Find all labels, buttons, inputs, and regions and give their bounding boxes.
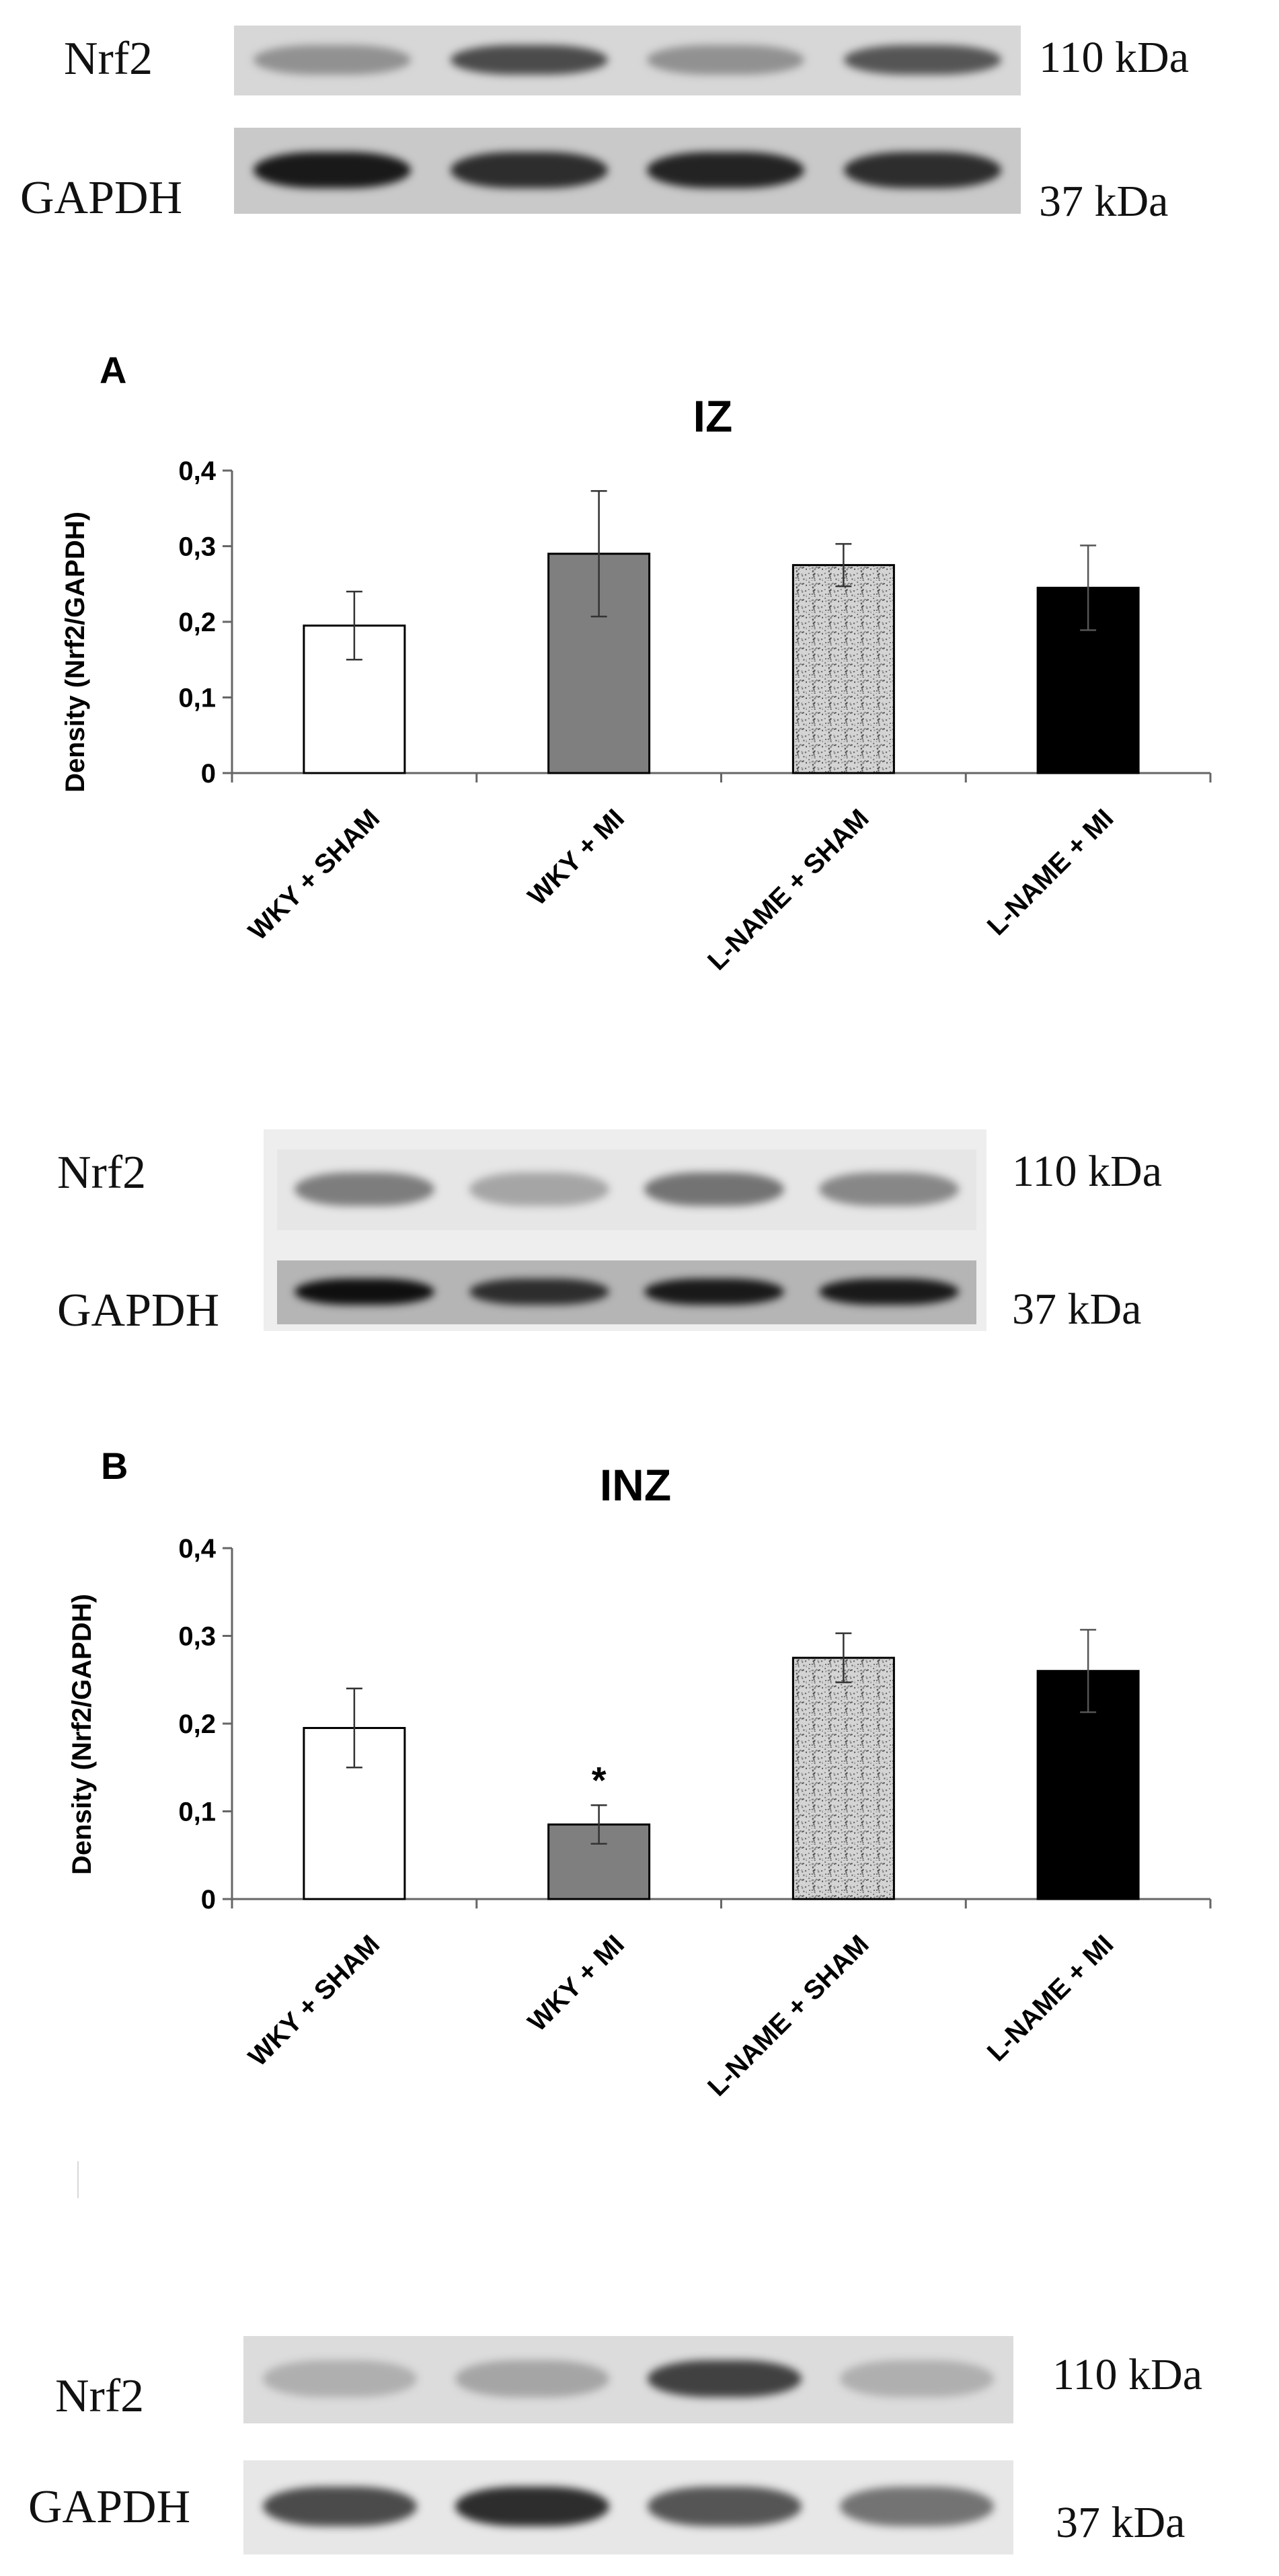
x-category-label: L-NAME + SHAM	[702, 803, 875, 976]
x-category-label: L-NAME + SHAM	[702, 1929, 875, 2102]
nrf2-band	[450, 45, 608, 75]
blot-1-nrf2-strip	[234, 26, 1021, 95]
gapdh-band	[254, 151, 412, 188]
gapdh-band	[295, 1278, 434, 1305]
nrf2-band	[469, 1172, 609, 1206]
y-tick-label: 0,2	[178, 1709, 216, 1739]
blot-2-label-nrf2: Nrf2	[57, 1147, 147, 1199]
gapdh-band	[840, 2487, 995, 2526]
y-tick-label: 0,3	[178, 532, 216, 562]
nrf2-band	[254, 45, 412, 75]
blot-1-gapdh-strip	[234, 128, 1021, 214]
chart-b-y-axis-label: Density (Nrf2/GAPDH)	[67, 1594, 97, 1875]
y-tick-label: 0	[201, 1885, 216, 1915]
nrf2-band	[843, 45, 1001, 75]
nrf2-band	[644, 1172, 784, 1206]
blot-3-nrf2-strip	[243, 2336, 1013, 2423]
nrf2-band	[455, 2360, 609, 2397]
y-tick-label: 0,2	[178, 608, 216, 637]
gapdh-band	[469, 1278, 609, 1305]
x-category-label: WKY + MI	[522, 803, 630, 911]
panel-label-a: A	[100, 349, 126, 391]
y-tick-label: 0,1	[178, 1798, 216, 1827]
blot-2-gapdh-strip	[277, 1260, 976, 1324]
nrf2-band	[647, 45, 805, 75]
chart-a-title: IZ	[693, 391, 733, 441]
blot-3-label-nrf2: Nrf2	[55, 2370, 145, 2422]
blot-2-nrf2-strip	[277, 1150, 976, 1230]
chart-a-plot-area: 0 0,1 0,2 0,3 0,4 WKY + SHAM WKY + MI L-NAME + …	[178, 456, 1212, 976]
blot-3-size-37: 37 kDa	[1056, 2498, 1186, 2547]
nrf2-band	[840, 2360, 995, 2397]
blot-1-size-110: 110 kDa	[1039, 33, 1190, 82]
gapdh-band	[262, 2487, 417, 2526]
y-tick-label: 0,1	[178, 684, 216, 713]
x-category-label: L-NAME + MI	[982, 803, 1120, 941]
blot-1-label-nrf2: Nrf2	[64, 33, 153, 85]
blot-1-label-gapdh: GAPDH	[20, 172, 183, 224]
gapdh-band	[450, 151, 608, 188]
y-tick-label: 0,4	[178, 1534, 216, 1564]
significance-marker: *	[592, 1759, 607, 1801]
blot-2-size-37: 37 kDa	[1012, 1285, 1142, 1334]
y-tick-label: 0,4	[178, 456, 216, 486]
y-tick-label: 0	[201, 759, 216, 789]
gapdh-band	[647, 151, 805, 188]
bar	[791, 564, 895, 774]
gapdh-band	[644, 1278, 784, 1305]
gapdh-band	[455, 2487, 609, 2526]
nrf2-band	[648, 2360, 802, 2397]
y-tick-label: 0,3	[178, 1622, 216, 1652]
blot-1-size-37: 37 kDa	[1039, 177, 1169, 226]
x-category-label: WKY + SHAM	[243, 803, 385, 946]
x-category-label: WKY + MI	[522, 1929, 630, 2037]
blot-3-label-gapdh: GAPDH	[28, 2481, 191, 2533]
bar	[791, 1656, 895, 1900]
faint-divider-mark	[77, 2161, 79, 2198]
nrf2-band	[819, 1172, 959, 1206]
chart-b-plot-area: 0 0,1 0,2 0,3 0,4 WKY + SHAM * WKY + MI L-NAME +…	[178, 1534, 1212, 2102]
panel-label-b: B	[101, 1445, 128, 1487]
blot-3-gapdh-strip	[243, 2460, 1013, 2554]
chart-a-iz: A IZ Density (Nrf2/GAPDH) 0 0,1 0,2 0,3 0,4 W…	[61, 349, 1212, 976]
chart-a-y-axis-label: Density (Nrf2/GAPDH)	[61, 512, 90, 793]
gapdh-band	[648, 2487, 802, 2526]
nrf2-band	[295, 1172, 434, 1206]
blot-3-size-110: 110 kDa	[1052, 2350, 1203, 2399]
nrf2-band	[262, 2360, 417, 2397]
x-category-label: WKY + SHAM	[243, 1929, 385, 2072]
blot-2-size-110: 110 kDa	[1012, 1147, 1163, 1196]
chart-b-inz: B INZ Density (Nrf2/GAPDH) 0 0,1 0,2 0,3 0,4…	[67, 1445, 1212, 2102]
chart-b-title: INZ	[600, 1460, 671, 1510]
x-category-label: L-NAME + MI	[982, 1929, 1120, 2067]
blot-2-label-gapdh: GAPDH	[57, 1285, 220, 1336]
gapdh-band	[819, 1278, 959, 1305]
gapdh-band	[843, 151, 1001, 188]
